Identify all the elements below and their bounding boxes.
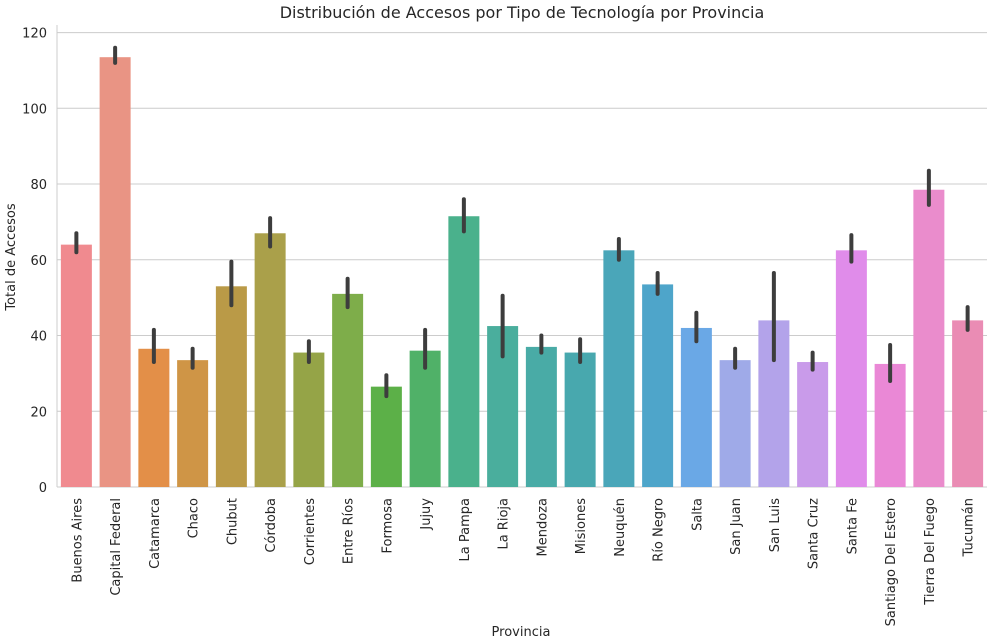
x-tick-label: Neuquén [613, 498, 628, 557]
x-tick-label: Chaco [187, 498, 202, 538]
y-tick-label: 100 [22, 102, 47, 117]
y-tick-label: 60 [30, 254, 47, 269]
x-tick-label: Santa Fe [845, 498, 860, 554]
x-tick-label: Córdoba [264, 498, 279, 553]
x-tick-label: Entre Ríos [342, 498, 357, 564]
x-tick-label: Mendoza [535, 498, 550, 556]
x-axis-ticks: Buenos Aires Capital Federal Catamarca Chac… [70, 498, 976, 627]
bar [564, 352, 596, 487]
bar [293, 352, 325, 487]
bar [680, 327, 712, 487]
x-axis-label: Provincia [492, 625, 551, 640]
bar [952, 320, 984, 487]
x-tick-label: Corrientes [303, 498, 318, 565]
bar [525, 346, 557, 487]
y-tick-label: 40 [30, 330, 47, 345]
x-tick-label: Misiones [574, 498, 589, 554]
chart-title: Distribución de Accesos por Tipo de Tecn… [280, 3, 765, 22]
bar [874, 363, 906, 487]
y-tick-label: 120 [22, 27, 47, 42]
bar [797, 362, 829, 487]
bar [835, 250, 867, 487]
bar [177, 360, 209, 487]
x-tick-label: Catamarca [148, 498, 163, 569]
x-tick-label: Salta [690, 498, 705, 531]
bar [603, 250, 635, 487]
bar [719, 360, 751, 487]
x-tick-label: Santa Cruz [807, 498, 822, 569]
x-tick-label: Río Negro [652, 498, 667, 562]
y-tick-label: 20 [30, 405, 47, 420]
x-tick-label: Formosa [380, 498, 395, 553]
y-axis-label: Total de Accesos [4, 203, 19, 312]
bar [642, 284, 674, 487]
x-tick-label: Tierra Del Fuego [923, 498, 938, 606]
bar [332, 293, 364, 487]
x-tick-label: Tucumán [962, 498, 977, 557]
x-tick-label: San Luis [768, 498, 783, 552]
bars-group [60, 57, 984, 488]
x-tick-label: La Rioja [497, 498, 512, 550]
bar [138, 348, 170, 487]
y-tick-label: 0 [39, 481, 47, 496]
y-tick-label: 80 [30, 178, 47, 193]
bar [215, 286, 247, 487]
grid-lines [56, 25, 987, 488]
bar [99, 57, 131, 487]
bar [913, 189, 945, 488]
x-tick-label: Capital Federal [109, 498, 124, 596]
x-tick-label: La Pampa [458, 498, 473, 561]
bar [448, 216, 480, 487]
bar [254, 233, 286, 487]
bar [370, 386, 402, 487]
x-tick-label: Santiago Del Estero [884, 498, 899, 626]
bar [409, 350, 441, 487]
x-tick-label: San Juan [729, 498, 744, 555]
x-tick-label: Buenos Aires [70, 498, 85, 583]
x-tick-label: Chubut [225, 498, 240, 545]
y-axis-ticks: 0 20 40 60 80 100 120 [22, 27, 47, 496]
x-tick-label: Jujuy [419, 498, 434, 531]
error-bars-group [74, 45, 970, 399]
bar [60, 244, 92, 487]
